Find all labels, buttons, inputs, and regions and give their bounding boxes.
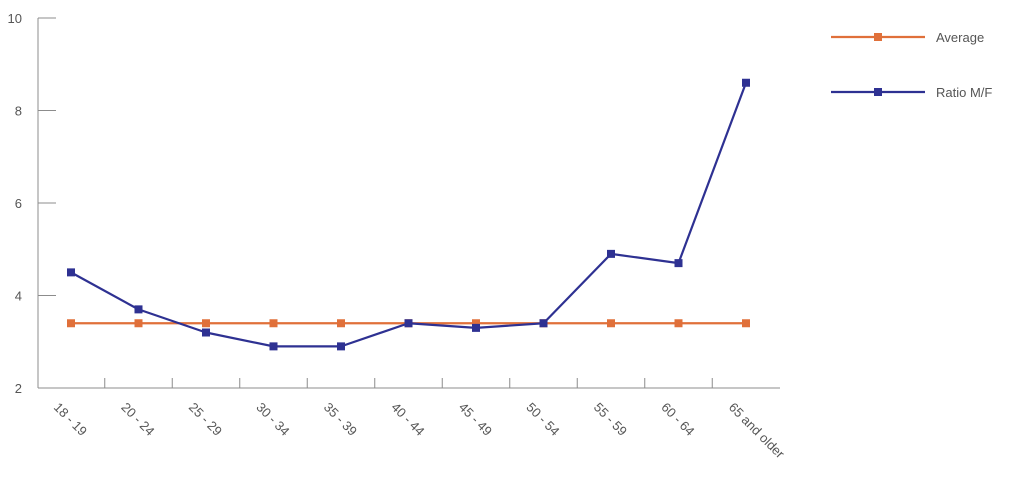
legend-entry: Ratio M/F [936,85,992,100]
data-point-marker [269,342,278,351]
x-tick-label: 65 and older [726,400,788,462]
y-tick-label: 2 [15,381,22,396]
y-tick-label: 10 [8,11,22,26]
data-point-marker [202,319,210,328]
chart-series [67,78,750,351]
x-tick-label: 50 - 54 [523,400,562,439]
data-point-marker [742,319,750,328]
x-tick-label: 18 - 19 [51,400,90,439]
x-tick-label: 20 - 24 [118,400,157,439]
y-tick-label: 4 [15,289,22,304]
data-point-marker [134,305,143,314]
data-point-marker [472,319,480,328]
legend-entry: Average [936,30,984,45]
data-point-marker [472,323,480,332]
series-line [70,82,748,348]
y-tick-label: 6 [15,196,22,211]
data-point-marker [337,319,345,328]
data-point-marker [202,328,210,337]
chart-axes: 2 4 6 8 10 18 - 19 20 - 24 25 - 29 30 - 34 35 - 3… [8,11,789,462]
x-tick-label: 45 - 49 [456,400,495,439]
legend-marker [874,33,882,41]
data-point-marker [742,78,750,87]
data-point-marker [607,319,615,328]
data-point-marker [67,268,75,277]
data-point-marker [674,259,683,268]
data-point-marker [337,342,345,351]
data-point-marker [269,319,278,328]
data-point-marker [539,319,548,328]
x-tick-label: 55 - 59 [591,400,630,439]
y-tick-label: 8 [15,104,22,119]
x-tick-label: 40 - 44 [388,400,427,439]
data-point-marker [404,319,413,328]
legend-marker [874,88,882,96]
chart-legend: Average Ratio M/F [831,30,992,100]
data-point-marker [674,319,683,328]
data-point-marker [607,249,615,258]
x-tick-label: 60 - 64 [658,400,697,439]
x-tick-label: 25 - 29 [186,400,225,439]
data-point-marker [134,319,143,328]
x-tick-label: 30 - 34 [253,400,292,439]
data-point-marker [67,319,75,328]
x-tick-label: 35 - 39 [321,400,360,439]
